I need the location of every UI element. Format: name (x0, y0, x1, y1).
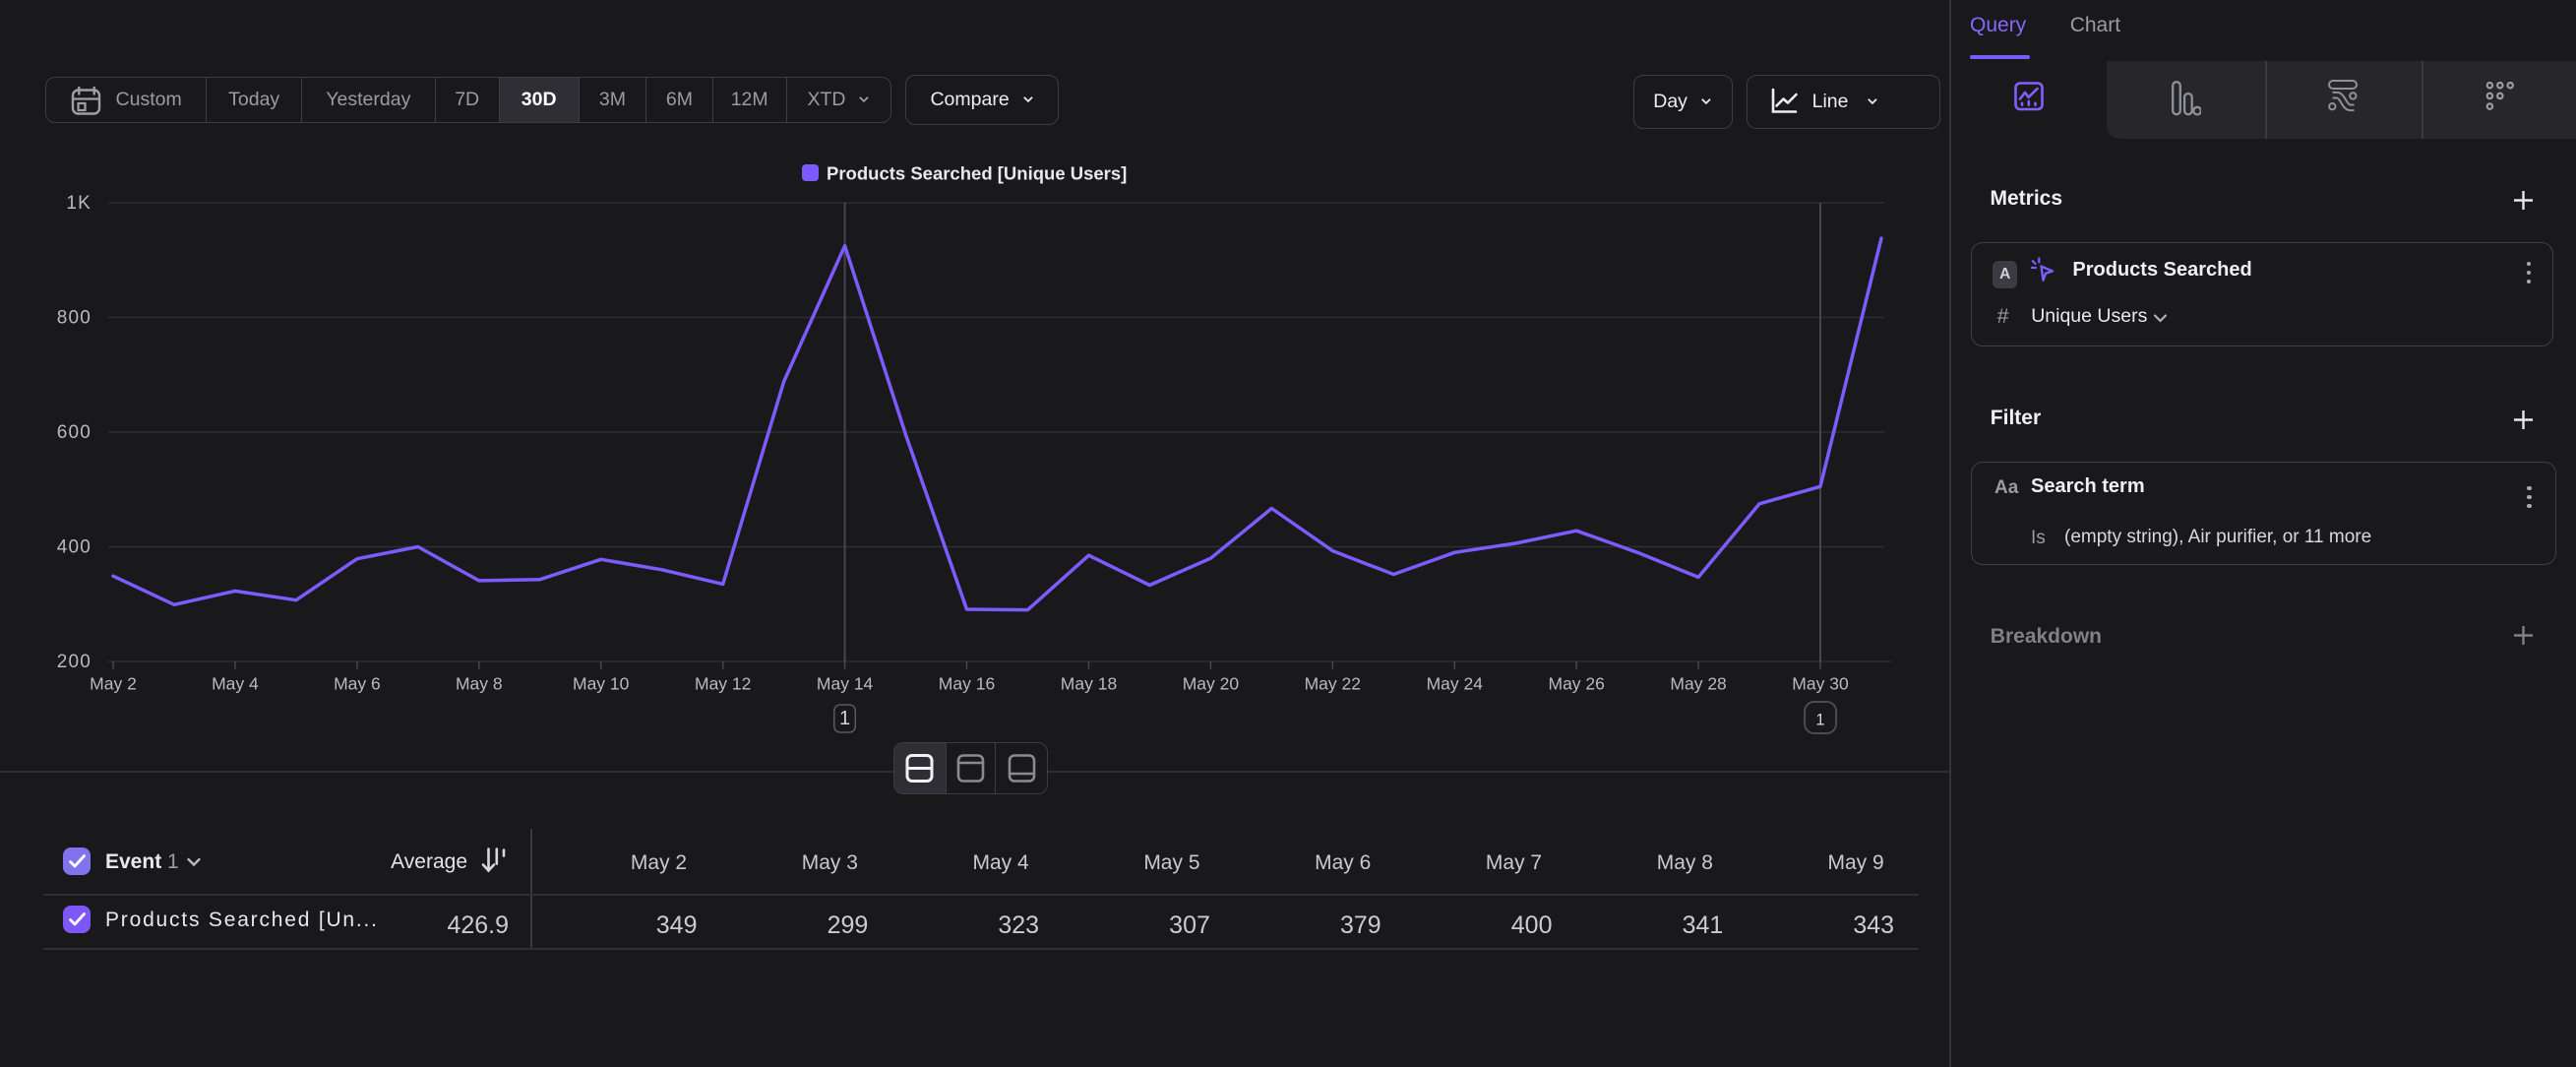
svg-text:1: 1 (839, 708, 850, 729)
svg-text:600: 600 (57, 422, 92, 443)
svg-text:400: 400 (57, 537, 92, 558)
svg-text:1K: 1K (66, 193, 92, 214)
svg-text:May 8: May 8 (456, 674, 503, 694)
svg-text:May 4: May 4 (212, 674, 259, 694)
svg-text:May 2: May 2 (90, 674, 137, 694)
svg-text:May 26: May 26 (1549, 674, 1605, 694)
svg-text:May 10: May 10 (573, 674, 630, 694)
svg-text:May 14: May 14 (817, 674, 874, 694)
svg-text:May 28: May 28 (1670, 674, 1726, 694)
svg-text:Products Searched [Unique User: Products Searched [Unique Users] (827, 163, 1127, 184)
svg-text:May 16: May 16 (939, 674, 995, 694)
svg-text:May 20: May 20 (1183, 674, 1240, 694)
svg-text:May 24: May 24 (1427, 674, 1484, 694)
svg-text:1: 1 (1815, 712, 1824, 729)
svg-text:May 12: May 12 (695, 674, 751, 694)
svg-text:May 22: May 22 (1305, 674, 1361, 694)
svg-text:May 18: May 18 (1061, 674, 1117, 694)
svg-text:800: 800 (57, 308, 92, 329)
svg-text:200: 200 (57, 652, 92, 672)
svg-text:May 30: May 30 (1792, 674, 1849, 694)
svg-text:May 6: May 6 (334, 674, 381, 694)
